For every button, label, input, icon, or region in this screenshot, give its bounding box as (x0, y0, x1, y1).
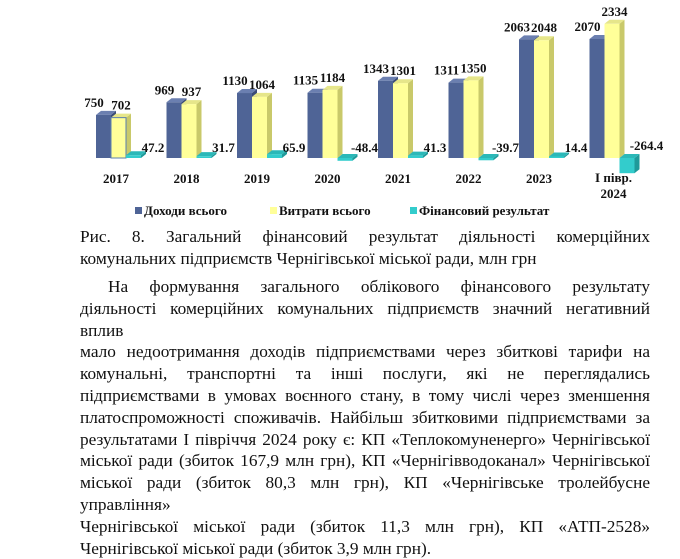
bar-фінансовий (196, 152, 217, 158)
bar-фінансовий (267, 150, 287, 158)
paragraph-line: результатами І півріччя 2024 року є: КП … (80, 429, 650, 449)
bar-витрати (463, 76, 484, 158)
paragraph-line: платоспроможності споживачів. Найбільш з… (80, 407, 650, 427)
paragraph-line: діяльності комерційних комунальних підпр… (80, 298, 650, 340)
data-label: 937 (182, 84, 202, 99)
data-label: 1184 (320, 70, 346, 85)
data-label: 1301 (390, 63, 416, 78)
bar-фінансовий (126, 151, 146, 158)
x-tick-label: 2021 (385, 171, 411, 186)
bar-витрати (252, 92, 272, 158)
data-label: 2063 (504, 19, 531, 34)
data-label: -39.7 (492, 140, 520, 155)
legend-label: Доходи всього (144, 203, 227, 218)
x-tick-label: 2023 (526, 171, 553, 186)
data-label: 969 (155, 82, 175, 97)
bar-фінансовий (549, 152, 569, 158)
paragraph-line: мало недоотримання доходів підприємствам… (80, 342, 650, 362)
x-tick-label: 2018 (174, 171, 201, 186)
data-label: 1064 (249, 77, 276, 92)
paragraph-line: міської ради (збиток 167,9 млн грн), КП … (80, 451, 650, 471)
bar-фінансовий (478, 154, 499, 161)
body-paragraph: На формування загального облікового фіна… (80, 276, 650, 559)
bar-фінансовий (619, 154, 640, 174)
data-label: 2334 (602, 4, 629, 19)
data-label: -264.4 (630, 138, 664, 153)
legend-item: Доходи всього (135, 203, 227, 218)
bar-витрати (393, 79, 413, 158)
x-tick-label: 2019 (244, 171, 271, 186)
bar-витрати (534, 36, 554, 158)
data-label: 1343 (363, 61, 390, 76)
data-label: 1350 (461, 60, 487, 75)
bar-фінансовий (408, 151, 428, 158)
data-label: 2048 (531, 20, 558, 35)
x-tick-label: 2022 (456, 171, 482, 186)
bar-витрати (322, 85, 343, 158)
data-label: 47.2 (142, 140, 165, 155)
data-label: -48.4 (351, 140, 379, 155)
legend-swatch (135, 207, 142, 214)
data-label: 41.3 (424, 140, 447, 155)
bar-витрати (604, 19, 625, 159)
legend-swatch (270, 207, 277, 214)
x-tick-label: І півр. (595, 170, 632, 185)
legend-label: Витрати всього (279, 203, 371, 218)
x-tick-label: 2020 (315, 171, 341, 186)
x-tick-label: 2017 (103, 171, 130, 186)
data-label: 1311 (434, 63, 459, 78)
legend-label: Фінансовий результат (419, 203, 550, 218)
data-label: 1130 (222, 73, 247, 88)
financial-result-chart: 750 702 47.2 2017 969 937 31.7 2018 1130 1064 65.9… (84, 4, 664, 218)
legend-item: Фінансовий результат (410, 203, 550, 218)
data-label: 31.7 (212, 140, 235, 155)
paragraph-line: комунальні, транспортні та інші послуги,… (80, 364, 650, 384)
paragraph-line: підприємствами в умовах воєнного стану, … (80, 385, 650, 405)
x-tick-label: 2024 (601, 186, 628, 201)
paragraph-line: Чернігівської міської ради (збиток 3,9 м… (80, 538, 432, 558)
bar-витрати (181, 100, 202, 158)
paragraph-line: На формування загального облікового фіна… (108, 277, 650, 296)
paragraph-line: Чернігівської міської ради (збиток 11,3 … (80, 516, 650, 536)
legend-item: Витрати всього (270, 203, 371, 218)
data-label: 702 (111, 98, 131, 113)
bar-фінансовий (337, 154, 358, 161)
legend-swatch (410, 207, 417, 214)
data-label: 1135 (293, 73, 319, 88)
data-label: 750 (84, 95, 104, 110)
data-label: 14.4 (565, 140, 588, 155)
data-label: 2070 (575, 19, 601, 34)
figure-caption: Рис. 8. Загальний фінансовий результат д… (80, 226, 650, 270)
bar-витрати (110, 113, 131, 159)
caption-line: комунальних підприємств Чернігівської мі… (80, 248, 537, 268)
paragraph-line: міської ради (збиток 80,3 млн грн), КП «… (80, 473, 650, 514)
caption-line: Рис. 8. Загальний фінансовий результат д… (80, 227, 650, 246)
data-label: 65.9 (283, 140, 306, 155)
